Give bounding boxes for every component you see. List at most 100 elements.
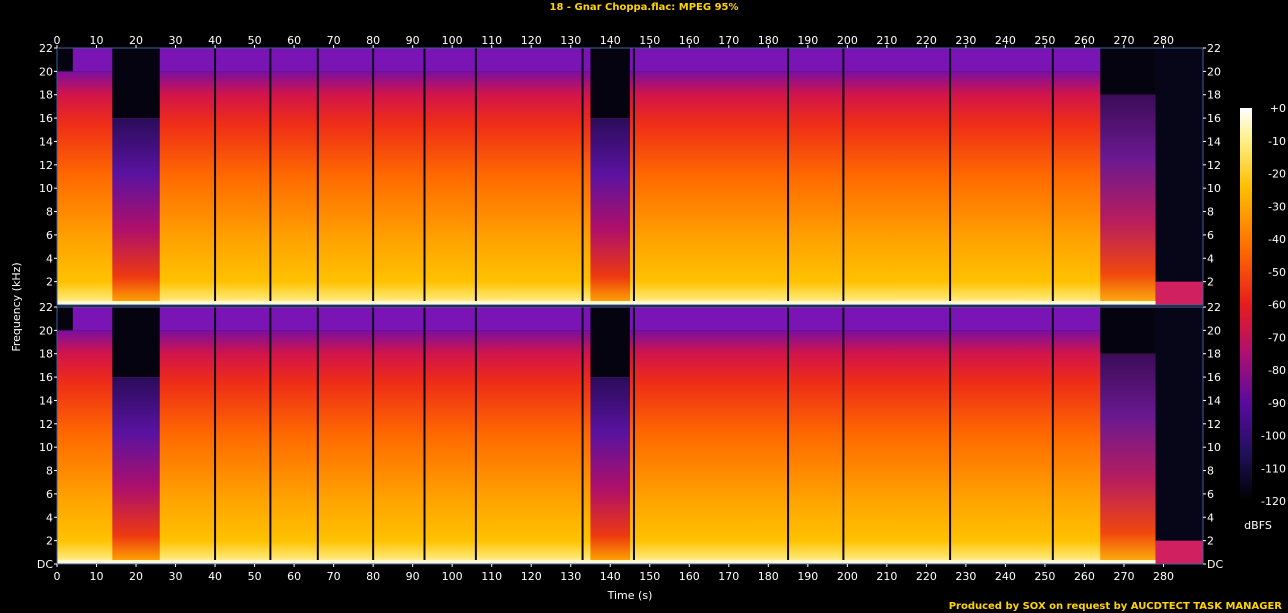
silence-cut <box>423 307 426 564</box>
y-tick-label: 22 <box>39 301 53 314</box>
y-tick-label: 16 <box>39 371 53 384</box>
dc-strip <box>57 560 1156 564</box>
x-tick-label-top: 30 <box>169 34 183 47</box>
x-tick-label: 30 <box>169 570 183 583</box>
x-tick-label: 280 <box>1153 570 1174 583</box>
y-tick-label-right: 20 <box>1207 324 1221 337</box>
x-tick-label: 120 <box>521 570 542 583</box>
y-tick-label-right: 12 <box>1207 418 1221 431</box>
outro-silence <box>1100 48 1156 95</box>
y-tick-label: 22 <box>39 42 53 55</box>
x-tick-label-top: 230 <box>955 34 976 47</box>
silence-cut <box>787 48 790 305</box>
quiet-section-1 <box>112 377 160 564</box>
x-axis-label: Time (s) <box>607 589 653 602</box>
quiet-section-silence <box>590 307 630 378</box>
x-tick-label: 270 <box>1113 570 1134 583</box>
x-tick-label-top: 110 <box>481 34 502 47</box>
x-tick-label: 110 <box>481 570 502 583</box>
y-tick-label: 6 <box>46 229 53 242</box>
panel-frame <box>56 47 1204 306</box>
y-tick-label-right: 6 <box>1207 229 1214 242</box>
quiet-section-2 <box>590 377 630 564</box>
x-tick-label-top: 250 <box>1034 34 1055 47</box>
y-tick-label-right: 20 <box>1207 65 1221 78</box>
x-tick-label: 260 <box>1074 570 1095 583</box>
x-tick-label: 160 <box>679 570 700 583</box>
y-tick-label-right: 4 <box>1207 252 1214 265</box>
colorbar-tick-label: -120 <box>1261 495 1286 508</box>
y-tick-label: 6 <box>46 488 53 501</box>
spectrogram-channel-2 <box>56 306 1204 565</box>
x-tick-label-top: 240 <box>995 34 1016 47</box>
silence-cut <box>269 48 272 305</box>
y-tick-label-right: 14 <box>1207 135 1221 148</box>
y-tick-label-right: 4 <box>1207 511 1214 524</box>
silence-cut <box>949 48 952 305</box>
silence-cut <box>474 48 477 305</box>
x-tick-label: 200 <box>837 570 858 583</box>
silence-cut <box>787 307 790 564</box>
y-tick-label: 10 <box>39 441 53 454</box>
y-axis-label: Frequency (kHz) <box>10 262 23 351</box>
y-tick-label: 12 <box>39 418 53 431</box>
x-tick-label-top: 210 <box>876 34 897 47</box>
y-tick-label-right: 14 <box>1207 394 1221 407</box>
colorbar-tick-label: -110 <box>1261 462 1286 475</box>
x-tick-label: 0 <box>54 570 61 583</box>
y-tick-label: 18 <box>39 89 53 102</box>
y-tick-label: 14 <box>39 135 53 148</box>
y-tick-label: 2 <box>46 535 53 548</box>
silence-cut <box>1051 48 1054 305</box>
y-tick-label: 2 <box>46 276 53 289</box>
x-tick-label-top: 10 <box>90 34 104 47</box>
y-tick-label-right: 6 <box>1207 488 1214 501</box>
colorbar-tick-label: -40 <box>1268 233 1286 246</box>
y-tick-label-right: 10 <box>1207 441 1221 454</box>
colorbar-tick-label: -20 <box>1268 168 1286 181</box>
y-tick-label: 4 <box>46 252 53 265</box>
y-tick-label: 4 <box>46 511 53 524</box>
colorbar-tick-label: +0 <box>1270 102 1286 115</box>
silence-cut <box>842 307 845 564</box>
x-tick-label-top: 280 <box>1153 34 1174 47</box>
x-tick-label: 170 <box>718 570 739 583</box>
y-tick-label: 20 <box>39 65 53 78</box>
colorbar-tick-label: -60 <box>1268 299 1286 312</box>
colorbar-ticks: +0 -10 -20 -30 -40 -50 -60 -70 -80 -90 -100 -110 -12… <box>1261 102 1286 508</box>
silence-cut <box>1051 307 1054 564</box>
y-tick-label: 14 <box>39 394 53 407</box>
x-tick-label-top: 60 <box>287 34 301 47</box>
panel-frame <box>56 306 1204 565</box>
outro-silence <box>1100 307 1156 354</box>
x-tick-label-top: 190 <box>797 34 818 47</box>
x-tick-label-top: 220 <box>916 34 937 47</box>
y-tick-label: 18 <box>39 348 53 361</box>
x-tick-label-top: 50 <box>248 34 262 47</box>
colorbar-tick-label: -10 <box>1268 135 1286 148</box>
y-tick-label-right: 2 <box>1207 276 1214 289</box>
x-tick-label-top: 170 <box>718 34 739 47</box>
colorbar-label: dBFS <box>1244 519 1272 532</box>
silence-cut <box>632 48 635 305</box>
x-tick-label: 90 <box>406 570 420 583</box>
silence-cut <box>474 307 477 564</box>
x-tick-label: 230 <box>955 570 976 583</box>
quiet-section-silence <box>112 48 160 119</box>
y-tick-label: 16 <box>39 112 53 125</box>
x-tick-label: 20 <box>129 570 143 583</box>
y-tick-label-right: 2 <box>1207 535 1214 548</box>
x-tick-label-top: 130 <box>560 34 581 47</box>
x-tick-label: 220 <box>916 570 937 583</box>
x-tick-label-top: 40 <box>208 34 222 47</box>
y-tick-label-right: 12 <box>1207 159 1221 172</box>
x-tick-label-top: 100 <box>442 34 463 47</box>
x-tick-label-top: 160 <box>679 34 700 47</box>
x-tick-label: 100 <box>442 570 463 583</box>
silence-cut <box>372 48 375 305</box>
x-tick-label-top: 90 <box>406 34 420 47</box>
x-tick-label: 180 <box>758 570 779 583</box>
silence-cut <box>214 48 217 305</box>
x-tick-label-top: 150 <box>639 34 660 47</box>
